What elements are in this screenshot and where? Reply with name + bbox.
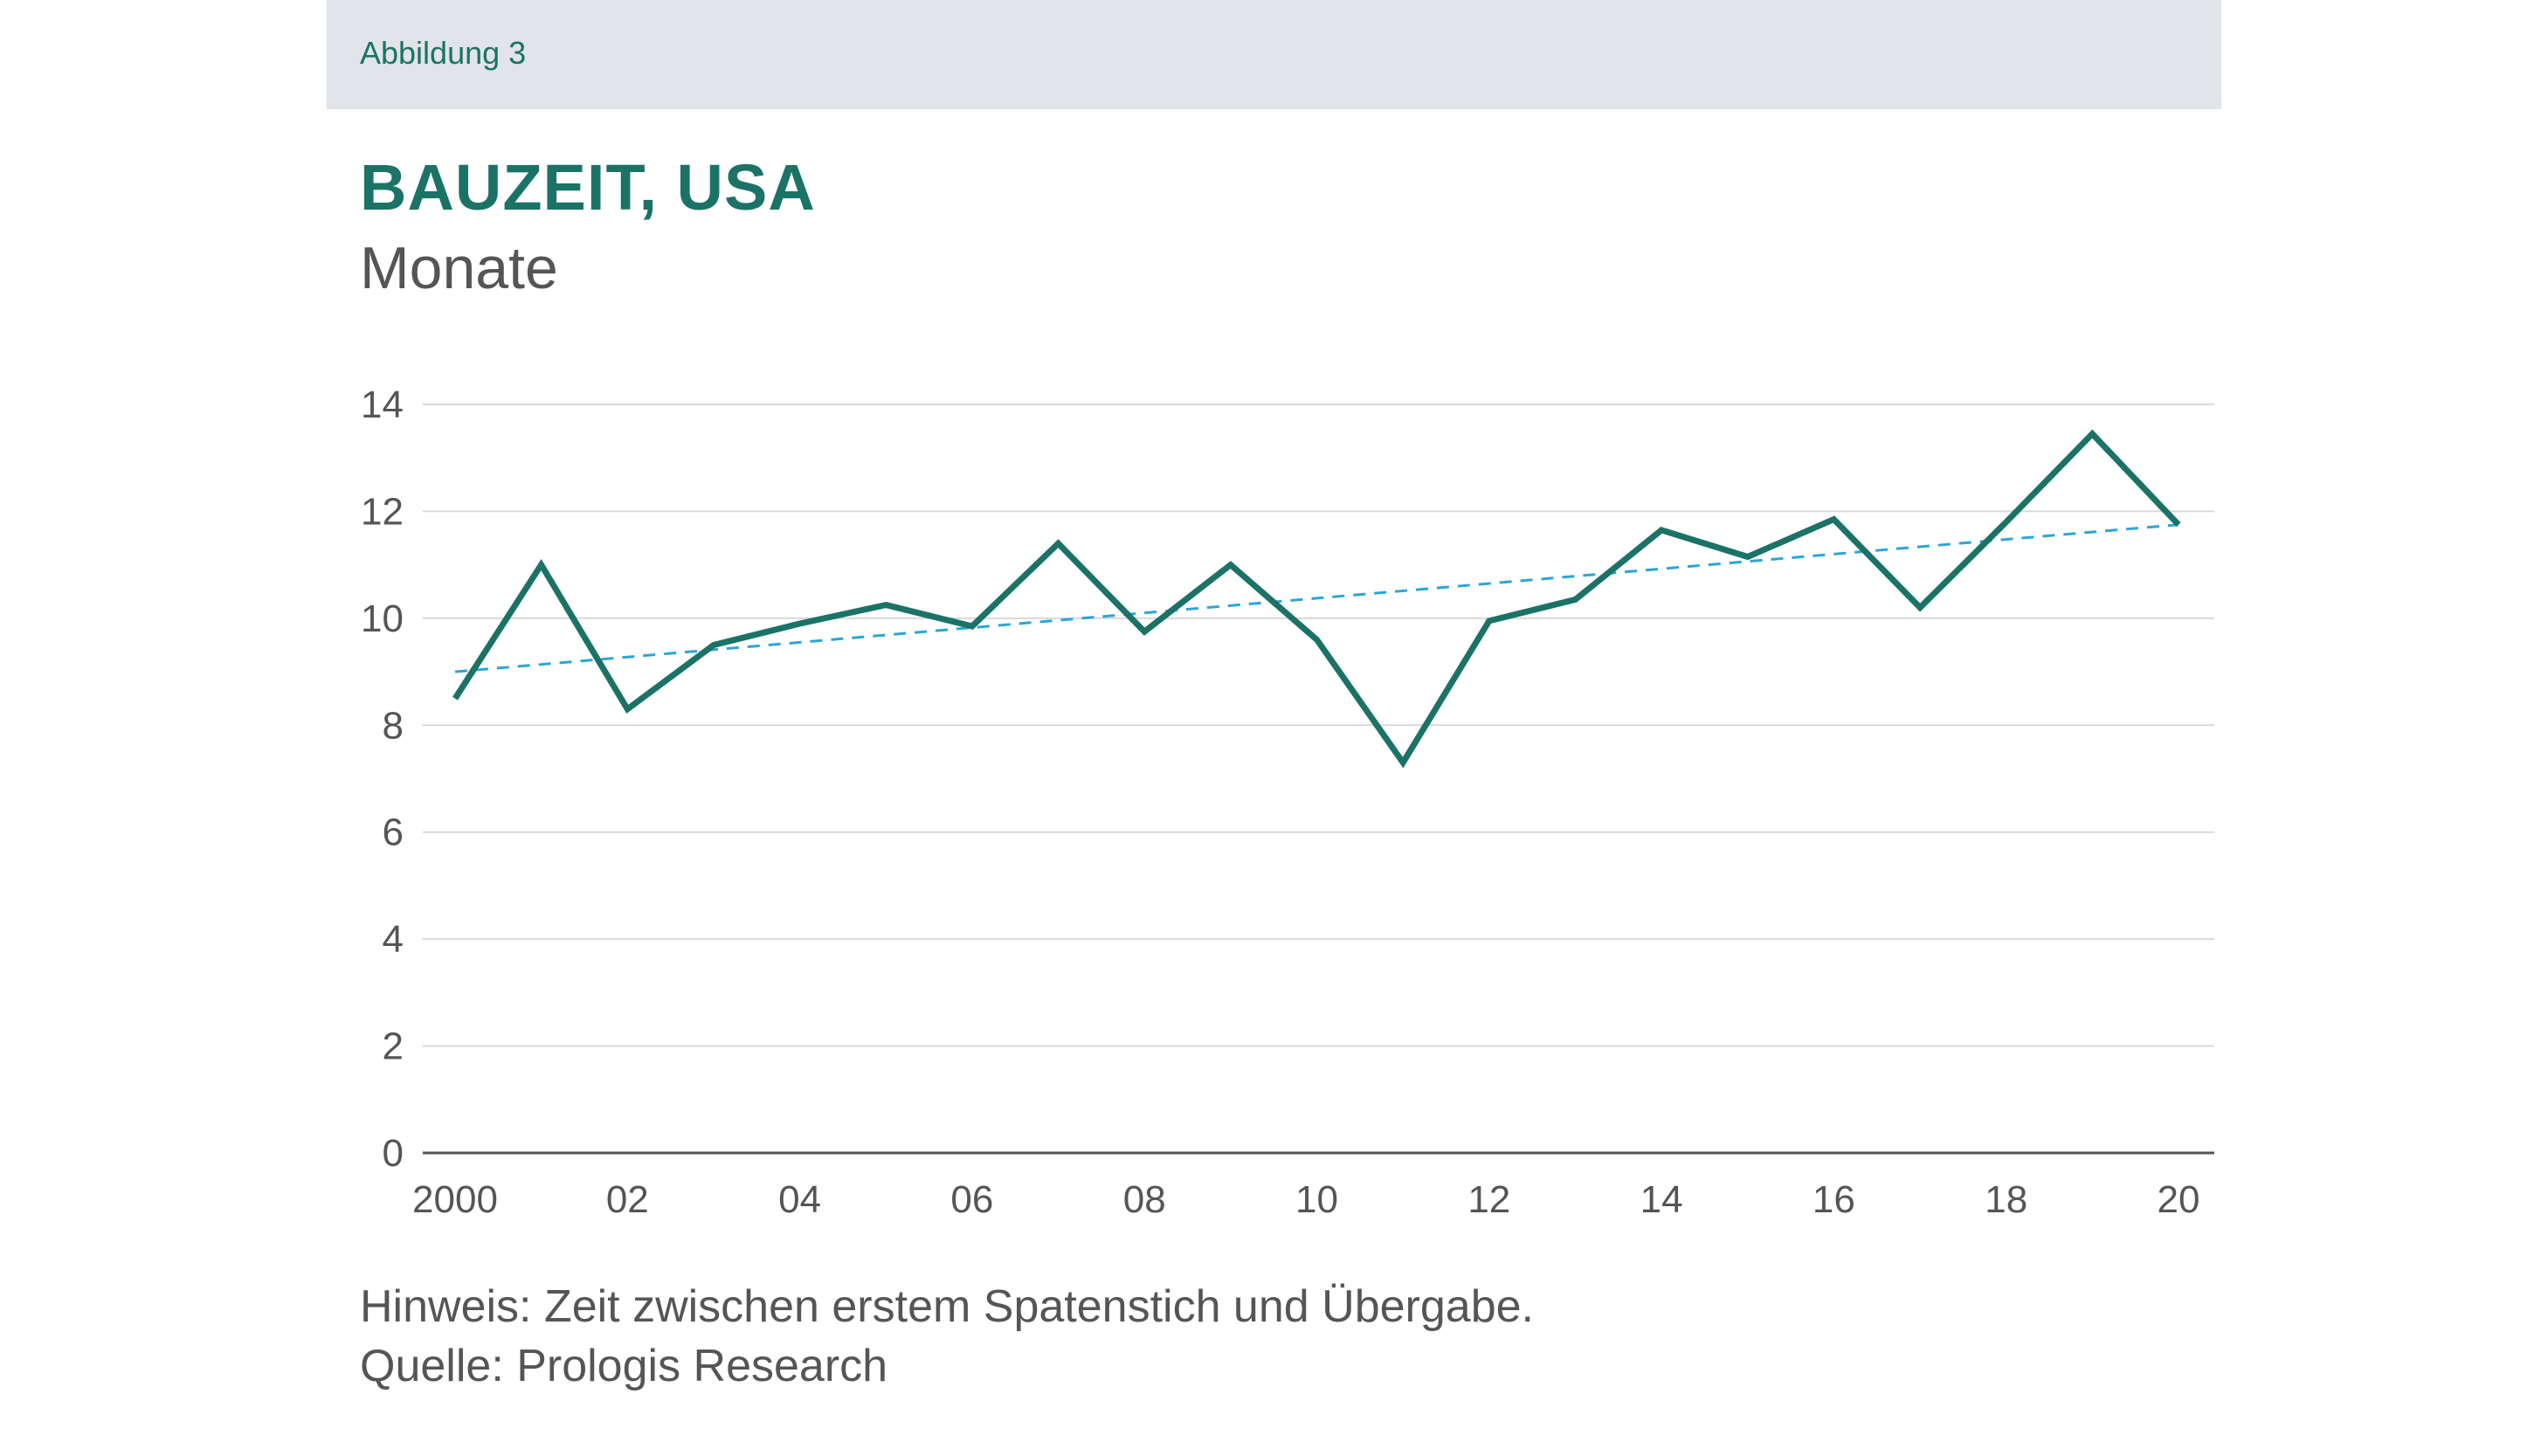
y-tick-label: 8: [383, 704, 404, 747]
figure-label: Abbildung 3: [360, 35, 527, 71]
y-tick-labels: 0 2 4 6 8 10 12 14: [361, 383, 404, 1175]
y-tick-label: 10: [361, 597, 404, 640]
y-tick-label: 2: [383, 1025, 404, 1068]
x-tick-label: 20: [2158, 1178, 2200, 1221]
x-tick-labels: 2000 02 04 06 08 10 12 14 16 18 20: [412, 1178, 2199, 1221]
x-tick-label: 10: [1295, 1178, 1338, 1221]
x-tick-label: 18: [1985, 1178, 2027, 1221]
gridlines: [423, 404, 2214, 1047]
chart-source: Quelle: Prologis Research: [360, 1341, 888, 1391]
y-tick-label: 6: [383, 811, 404, 854]
trend-line: [454, 523, 2179, 673]
x-tick-label: 12: [1467, 1178, 1510, 1221]
chart-subtitle: Monate: [360, 235, 558, 301]
x-tick-label: 06: [950, 1178, 993, 1221]
y-tick-label: 4: [383, 918, 404, 961]
x-tick-label: 08: [1123, 1178, 1166, 1221]
figure-label-bar: Abbildung 3: [327, 0, 2221, 109]
x-tick-label: 04: [778, 1178, 821, 1221]
y-tick-label: 0: [383, 1132, 404, 1175]
x-tick-label: 16: [1813, 1178, 1855, 1221]
y-tick-label: 12: [361, 490, 404, 533]
x-tick-label: 2000: [412, 1178, 498, 1221]
x-tick-label: 02: [606, 1178, 649, 1221]
series: [452, 429, 2181, 769]
y-tick-label: 14: [361, 383, 404, 426]
chart-title: BAUZEIT, USA: [360, 151, 816, 224]
x-tick-label: 14: [1640, 1178, 1683, 1221]
chart-note: Hinweis: Zeit zwischen erstem Spatenstic…: [360, 1281, 1534, 1332]
